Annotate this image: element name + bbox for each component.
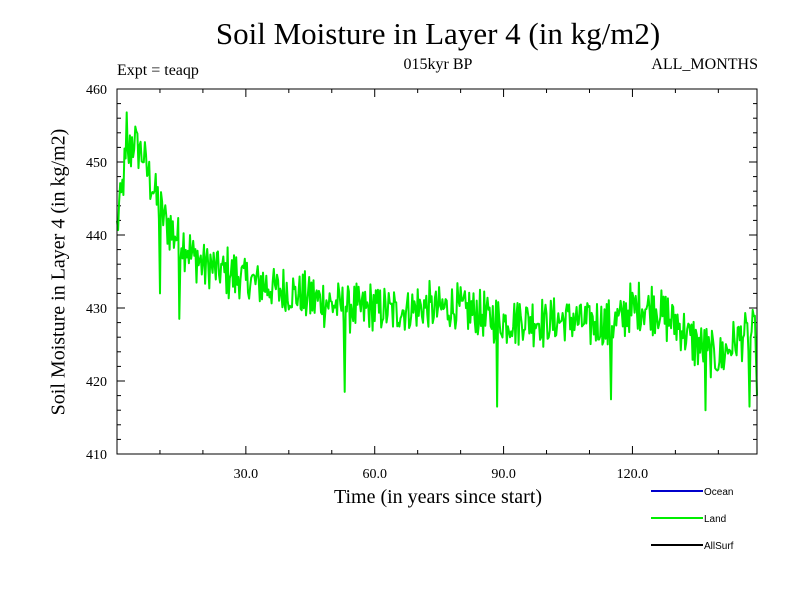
axis-tick-labels: 30.0 60.0 90.0 120.0 410 420 430 440 450 460 [86,83,648,482]
chart-subtitle: 015kyr BP [403,56,473,73]
y-tick-label: 460 [86,83,107,98]
y-tick-label: 440 [86,229,107,244]
period-label: ALL_MONTHS [651,56,758,73]
x-tick-label: 60.0 [362,467,387,482]
plot-frame [116,88,758,455]
legend: Ocean Land AllSurf [651,487,734,552]
land-series-line [116,111,758,412]
y-tick-label: 410 [86,448,107,463]
legend-label-land: Land [704,514,726,525]
chart-title: Soil Moisture in Layer 4 (in kg/m2) [215,16,661,51]
x-tick-label: 90.0 [491,467,516,482]
x-tick-label: 30.0 [234,467,259,482]
axis-ticks [117,89,757,454]
x-axis-label: Time (in years since start) [333,486,543,508]
y-tick-label: 430 [86,302,107,317]
x-tick-label: 120.0 [617,467,649,482]
legend-label-ocean: Ocean [704,487,733,498]
y-tick-label: 450 [86,156,107,171]
data-series [116,111,758,412]
experiment-label: Expt = teaqp [117,62,199,79]
y-tick-label: 420 [86,375,107,390]
legend-label-allsurf: AllSurf [704,541,734,552]
